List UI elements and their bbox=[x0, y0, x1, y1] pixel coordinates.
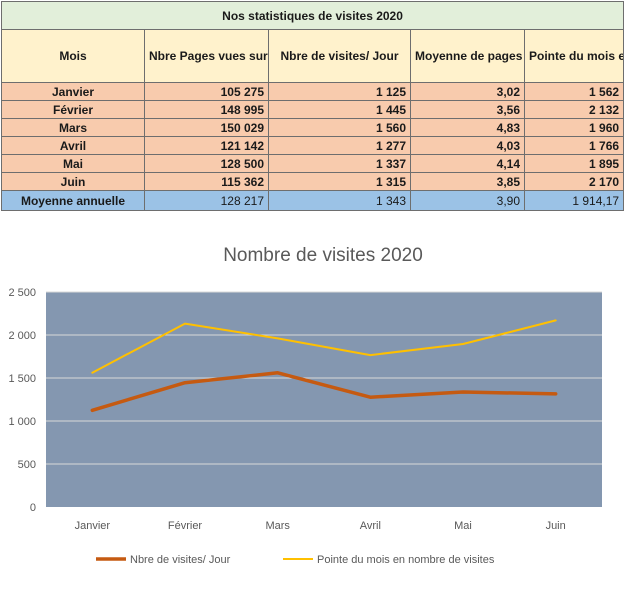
avg-pages-cell: 3,56 bbox=[410, 100, 525, 119]
visits-cell: 1 560 bbox=[268, 118, 411, 137]
table-row: Mars 150 029 1 560 4,83 1 960 bbox=[1, 118, 625, 137]
avg-visits: 1 343 bbox=[268, 190, 411, 211]
x-tick-label: Mai bbox=[454, 520, 472, 532]
series-line-1 bbox=[90, 371, 558, 413]
month-cell: Mai bbox=[1, 154, 145, 173]
month-cell: Avril bbox=[1, 136, 145, 155]
avg-pages-cell: 4,83 bbox=[410, 118, 525, 137]
legend-label: Nbre de visites/ Jour bbox=[130, 554, 231, 566]
avg-pages-cell: 3,02 bbox=[410, 82, 525, 101]
avg-pages-cell: 3,85 bbox=[410, 172, 525, 191]
visits-cell: 1 445 bbox=[268, 100, 411, 119]
pages-cell: 128 500 bbox=[144, 154, 269, 173]
month-cell: Février bbox=[1, 100, 145, 119]
y-tick-label: 2 500 bbox=[8, 287, 36, 299]
header-cell: Moyenne de pages vues par visites bbox=[410, 29, 525, 83]
y-axis: 0 500 1 000 1 500 2 000 2 500 bbox=[8, 287, 36, 514]
y-tick-label: 1 000 bbox=[8, 416, 36, 428]
average-row: Moyenne annuelle 128 217 1 343 3,90 1 91… bbox=[1, 190, 625, 211]
stats-sheet: Nos statistiques de visites 2020 Mois Nb… bbox=[0, 1, 625, 211]
x-tick-label: Mars bbox=[265, 520, 290, 532]
chart-svg: Nombre de visites 2020 0 500 1 000 1 500 2 0… bbox=[8, 245, 602, 566]
visits-cell: 1 315 bbox=[268, 172, 411, 191]
header-cell: Nbre Pages vues sur le mois bbox=[144, 29, 269, 83]
y-tick-label: 1 500 bbox=[8, 373, 36, 385]
x-tick-label: Avril bbox=[360, 520, 381, 532]
peak-cell: 1 562 bbox=[523, 82, 625, 101]
y-tick-label: 500 bbox=[18, 459, 36, 471]
plot-area bbox=[46, 292, 602, 507]
header-row: Mois Nbre Pages vues sur le mois Nbre de… bbox=[1, 29, 625, 83]
legend: Nbre de visites/ Jour Pointe du mois en n… bbox=[96, 554, 495, 566]
average-label: Moyenne annuelle bbox=[1, 190, 145, 211]
line-chart: Nombre de visites 2020 0 500 1 000 1 500 2 0… bbox=[0, 234, 625, 584]
peak-cell: 2 170 bbox=[523, 172, 625, 191]
header-cell: Nbre de visites/ Jour bbox=[268, 29, 411, 83]
legend-label: Pointe du mois en nombre de visites bbox=[317, 554, 495, 566]
table-title: Nos statistiques de visites 2020 bbox=[0, 1, 625, 30]
pages-cell: 121 142 bbox=[144, 136, 269, 155]
x-tick-label: Janvier bbox=[75, 520, 111, 532]
month-cell: Janvier bbox=[1, 82, 145, 101]
header-cell: Pointe du mois en nombre de visites bbox=[523, 29, 625, 83]
stats-table: Nos statistiques de visites 2020 Mois Nb… bbox=[0, 1, 625, 211]
x-axis: Janvier Février Mars Avril Mai Juin bbox=[75, 520, 566, 532]
x-tick-label: Février bbox=[168, 520, 203, 532]
y-tick-label: 0 bbox=[30, 502, 36, 514]
gridlines bbox=[46, 291, 602, 465]
series-lines bbox=[90, 319, 558, 413]
avg-pages-cell: 4,03 bbox=[410, 136, 525, 155]
avg-pages-cell: 4,14 bbox=[410, 154, 525, 173]
avg-pages-total: 128 217 bbox=[144, 190, 269, 211]
table-row: Juin 115 362 1 315 3,85 2 170 bbox=[1, 172, 625, 191]
pages-cell: 115 362 bbox=[144, 172, 269, 191]
table-row: Février 148 995 1 445 3,56 2 132 bbox=[1, 100, 625, 119]
peak-cell: 1 960 bbox=[523, 118, 625, 137]
visits-cell: 1 337 bbox=[268, 154, 411, 173]
month-cell: Mars bbox=[1, 118, 145, 137]
pages-cell: 150 029 bbox=[144, 118, 269, 137]
table-row: Janvier 105 275 1 125 3,02 1 562 bbox=[1, 82, 625, 101]
header-cell: Mois bbox=[1, 29, 145, 83]
table-row: Mai 128 500 1 337 4,14 1 895 bbox=[1, 154, 625, 173]
month-cell: Juin bbox=[1, 172, 145, 191]
pages-cell: 105 275 bbox=[144, 82, 269, 101]
y-tick-label: 2 000 bbox=[8, 330, 36, 342]
series-line-2 bbox=[91, 319, 557, 374]
avg-pages-per-visit: 3,90 bbox=[410, 190, 525, 211]
visits-cell: 1 125 bbox=[268, 82, 411, 101]
visits-cell: 1 277 bbox=[268, 136, 411, 155]
avg-peak: 1 914,17 bbox=[523, 190, 625, 211]
peak-cell: 1 895 bbox=[523, 154, 625, 173]
pages-cell: 148 995 bbox=[144, 100, 269, 119]
peak-cell: 2 132 bbox=[523, 100, 625, 119]
peak-cell: 1 766 bbox=[523, 136, 625, 155]
x-tick-label: Juin bbox=[546, 520, 566, 532]
table-row: Avril 121 142 1 277 4,03 1 766 bbox=[1, 136, 625, 155]
chart-title: Nombre de visites 2020 bbox=[223, 245, 423, 266]
